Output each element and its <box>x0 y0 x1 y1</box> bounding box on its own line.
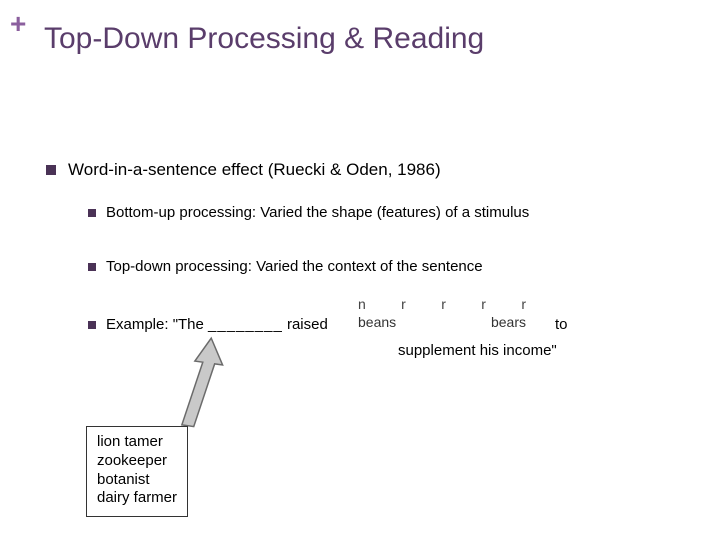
stimulus-letter: r <box>401 296 406 312</box>
bullet-text: Word-in-a-sentence effect (Ruecki & Oden… <box>68 160 441 180</box>
word-option: zookeeper <box>97 452 177 471</box>
stimulus-word-right: bears <box>491 314 526 330</box>
word-option: botanist <box>97 471 177 490</box>
bullet-text: Top-down processing: Varied the context … <box>106 258 483 275</box>
bullet-text: Bottom-up processing: Varied the shape (… <box>106 204 529 221</box>
stimulus-letter-row: n r r r r <box>352 296 532 312</box>
stimulus-letter: r <box>521 296 526 312</box>
bullet-level2: Bottom-up processing: Varied the shape (… <box>88 204 529 221</box>
square-bullet-icon <box>88 209 96 217</box>
example-blank: ________ <box>208 316 283 333</box>
bullet-level2-example: Example: "The ________ raised <box>88 316 328 333</box>
example-text: Example: "The ________ raised <box>106 316 328 333</box>
stimulus-word-row: beans bears <box>352 314 532 330</box>
example-mid: raised <box>283 316 328 333</box>
example-tail-1: to <box>555 316 568 333</box>
square-bullet-icon <box>46 165 56 175</box>
example-tail-2: supplement his income" <box>398 342 557 359</box>
stimulus-letter: r <box>441 296 446 312</box>
bullet-level2: Top-down processing: Varied the context … <box>88 258 483 275</box>
word-options-box: lion tamer zookeeper botanist dairy farm… <box>86 426 188 517</box>
stimulus-word-left: beans <box>358 314 396 330</box>
word-option: lion tamer <box>97 433 177 452</box>
square-bullet-icon <box>88 263 96 271</box>
stimulus-letter: n <box>358 296 366 312</box>
slide-title: Top-Down Processing & Reading <box>44 22 484 56</box>
arrow-icon <box>170 332 230 432</box>
plus-icon: + <box>10 8 26 40</box>
word-option: dairy farmer <box>97 489 177 508</box>
stimulus-graphic: n r r r r beans bears <box>352 296 532 330</box>
stimulus-letter: r <box>481 296 486 312</box>
bullet-level1: Word-in-a-sentence effect (Ruecki & Oden… <box>46 160 441 180</box>
example-prefix: Example: "The <box>106 316 208 333</box>
square-bullet-icon <box>88 321 96 329</box>
